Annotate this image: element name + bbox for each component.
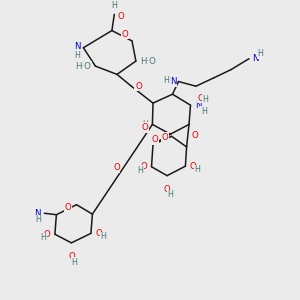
Text: H: H xyxy=(74,51,80,60)
Text: O: O xyxy=(190,162,197,171)
Text: O: O xyxy=(122,30,128,39)
Text: H: H xyxy=(35,215,41,224)
Text: O: O xyxy=(140,162,147,171)
Text: H: H xyxy=(194,165,200,174)
Text: O: O xyxy=(95,229,102,238)
Text: H: H xyxy=(202,95,208,104)
Text: H·O: H·O xyxy=(75,61,91,70)
Text: H: H xyxy=(111,2,117,10)
Text: H·O: H·O xyxy=(140,57,156,66)
Text: N: N xyxy=(34,209,41,218)
Text: H: H xyxy=(201,106,207,116)
Text: N: N xyxy=(74,42,80,51)
Text: H: H xyxy=(40,233,46,242)
Text: O: O xyxy=(161,133,168,142)
Text: O: O xyxy=(141,123,148,132)
Text: H: H xyxy=(137,166,143,175)
Text: H: H xyxy=(257,49,263,58)
Text: O: O xyxy=(68,252,75,261)
Text: O: O xyxy=(135,82,142,91)
Text: N: N xyxy=(170,77,176,86)
Text: O: O xyxy=(191,131,198,140)
Text: O: O xyxy=(64,203,71,212)
Text: O: O xyxy=(118,12,125,21)
Text: H: H xyxy=(167,190,173,200)
Text: O: O xyxy=(113,163,120,172)
Text: H: H xyxy=(100,232,106,242)
Text: H: H xyxy=(71,258,77,267)
Text: O: O xyxy=(152,135,159,144)
Text: O: O xyxy=(164,185,170,194)
Text: O: O xyxy=(197,94,204,103)
Text: O: O xyxy=(44,230,50,239)
Text: H: H xyxy=(142,120,148,129)
Text: N: N xyxy=(253,54,259,63)
Text: N: N xyxy=(195,101,202,110)
Text: H: H xyxy=(163,76,169,85)
